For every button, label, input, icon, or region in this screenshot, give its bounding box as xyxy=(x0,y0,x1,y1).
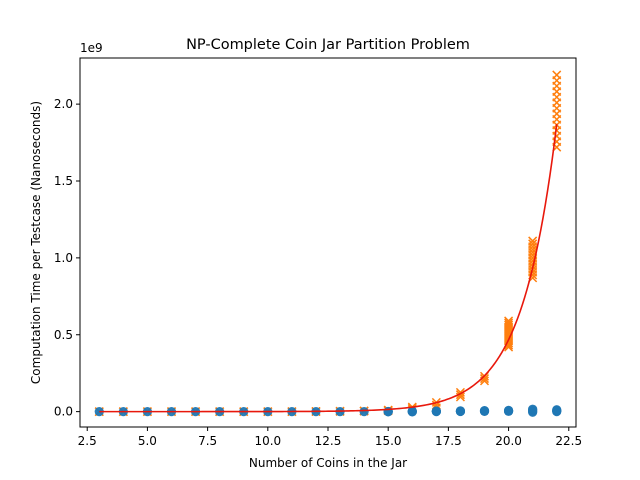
cross-point xyxy=(504,320,514,330)
circle-point xyxy=(431,406,441,416)
x-ticks: 2.5 5.0 7.5 10.0 12.5 15.0 17.5 20.0 22.5 xyxy=(78,427,582,448)
x-tick-label: 22.5 xyxy=(555,434,582,448)
cross-point xyxy=(552,70,562,80)
x-tick-label: 10.0 xyxy=(254,434,281,448)
x-tick-label: 7.5 xyxy=(198,434,217,448)
x-axis-label: Number of Coins in the Jar xyxy=(249,456,407,470)
circle-point xyxy=(528,404,538,414)
circle-point xyxy=(407,406,417,416)
x-tick-label: 15.0 xyxy=(375,434,402,448)
plot-data xyxy=(94,70,562,417)
circle-point xyxy=(479,406,490,416)
y-tick-label: 2.0 xyxy=(54,97,73,111)
circle-point xyxy=(383,406,393,417)
y-ticks: 0.0 0.5 1.0 1.5 2.0 xyxy=(54,97,80,419)
y-tick-label: 1.0 xyxy=(54,251,73,265)
x-tick-label: 2.5 xyxy=(78,434,97,448)
x-tick-label: 17.5 xyxy=(435,434,462,448)
circle-point xyxy=(359,407,369,417)
chart-title: NP-Complete Coin Jar Partition Problem xyxy=(186,37,470,53)
cross-point xyxy=(504,318,514,328)
circle-point xyxy=(455,406,466,416)
y-offset-label: 1e9 xyxy=(80,41,103,55)
circle-point xyxy=(503,405,514,415)
cross-point xyxy=(479,374,490,384)
cross-point xyxy=(528,239,538,249)
circle-point xyxy=(552,405,562,415)
cross-point xyxy=(504,316,514,326)
y-axis-label: Computation Time per Testcase (Nanosecon… xyxy=(29,101,43,384)
fit-line xyxy=(99,124,558,413)
x-tick-label: 5.0 xyxy=(138,434,157,448)
x-tick-label: 12.5 xyxy=(315,434,342,448)
y-tick-label: 0.0 xyxy=(54,405,73,419)
x-tick-label: 20.0 xyxy=(495,434,522,448)
cross-point xyxy=(528,236,538,246)
y-tick-label: 1.5 xyxy=(54,174,73,188)
y-tick-label: 0.5 xyxy=(54,328,73,342)
